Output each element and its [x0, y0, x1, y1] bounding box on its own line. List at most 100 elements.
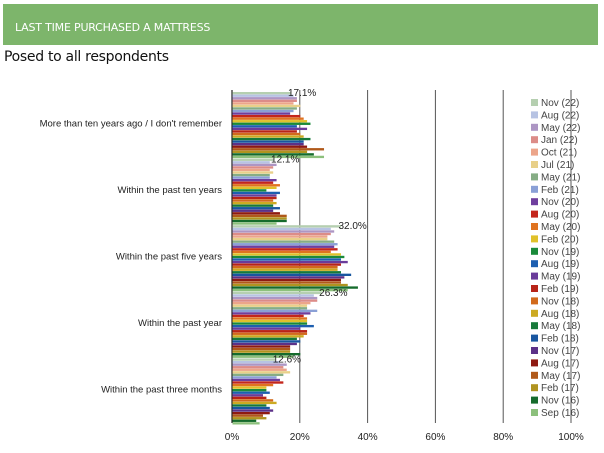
bar — [232, 168, 270, 172]
legend-swatch — [531, 371, 538, 379]
bar — [232, 137, 311, 141]
bar — [232, 222, 277, 225]
x-tick-label: 80% — [493, 432, 513, 443]
legend-swatch — [531, 334, 538, 342]
legend-label: May (18) — [541, 321, 580, 332]
data-label: 32.0% — [338, 221, 366, 232]
bar — [232, 207, 280, 210]
bar — [232, 335, 304, 338]
category-label: Within the past ten years — [117, 185, 222, 196]
bar — [232, 411, 270, 415]
bar — [232, 227, 331, 231]
legend-label: May (17) — [541, 371, 580, 382]
bar — [232, 347, 291, 351]
bar — [232, 327, 301, 330]
bar — [232, 309, 318, 312]
bar — [232, 196, 277, 200]
bar — [232, 209, 274, 212]
bar — [232, 102, 294, 105]
bar — [232, 386, 267, 389]
legend-label: Jul (21) — [541, 160, 574, 171]
bar — [232, 360, 280, 364]
bar — [232, 324, 314, 328]
bar — [232, 184, 280, 187]
bar — [232, 230, 335, 233]
bar — [232, 401, 277, 405]
bar — [232, 250, 331, 254]
bar — [232, 135, 304, 138]
legend-swatch — [531, 247, 538, 255]
legend-label: Aug (20) — [541, 210, 579, 221]
legend-label: Aug (22) — [541, 110, 579, 121]
bar — [232, 204, 274, 207]
bar — [232, 394, 264, 397]
legend-label: May (20) — [541, 222, 580, 233]
data-label: 26.3% — [319, 288, 347, 299]
legend-label: Feb (17) — [541, 383, 579, 394]
legend-label: Nov (19) — [541, 247, 579, 258]
legend-label: May (19) — [541, 272, 580, 283]
legend-swatch — [531, 409, 538, 416]
bar — [232, 122, 311, 125]
category-label: More than ten years ago / I don't rememb… — [40, 118, 222, 129]
category-label: Within the past year — [138, 318, 222, 329]
bar — [232, 219, 287, 223]
bar — [232, 104, 301, 108]
bar — [232, 378, 280, 382]
bar — [232, 294, 314, 297]
bar — [232, 330, 308, 333]
bar — [232, 283, 348, 287]
legend-swatch — [531, 396, 538, 404]
bar — [232, 120, 308, 123]
legend-label: Oct (21) — [541, 148, 577, 159]
bar — [232, 92, 291, 95]
bar — [232, 158, 274, 161]
data-label: 12.6% — [273, 354, 301, 365]
legend-swatch — [531, 223, 538, 230]
bar — [232, 417, 267, 420]
bar — [232, 245, 335, 248]
bar — [232, 145, 308, 148]
bar — [232, 358, 276, 361]
bar — [232, 161, 270, 164]
bar — [232, 112, 291, 115]
bar — [232, 342, 297, 346]
legend-swatch — [531, 285, 538, 292]
bar — [232, 271, 341, 274]
bar — [232, 396, 267, 399]
bar — [232, 114, 301, 118]
bar — [232, 217, 287, 220]
bar — [232, 107, 297, 110]
bar — [232, 143, 304, 146]
legend-swatch — [531, 272, 538, 280]
bar — [232, 399, 274, 402]
legend-swatch — [531, 173, 538, 181]
bar — [232, 355, 294, 358]
legend-label: May (22) — [541, 123, 580, 134]
bar — [232, 232, 331, 236]
legend-swatch — [531, 99, 538, 106]
legend-label: Nov (20) — [541, 197, 579, 208]
legend-label: Feb (18) — [541, 334, 579, 345]
bar — [232, 186, 277, 189]
legend-label: Nov (22) — [541, 98, 579, 109]
bar — [232, 276, 345, 279]
legend-swatch — [531, 136, 538, 144]
bar — [232, 125, 297, 128]
legend-label: Aug (18) — [541, 309, 579, 320]
bar — [232, 302, 311, 305]
data-label: 12.1% — [271, 155, 299, 166]
legend-swatch — [531, 210, 538, 218]
bar — [232, 345, 291, 348]
bar — [232, 94, 294, 97]
x-tick-label: 0% — [225, 432, 240, 443]
bar — [232, 288, 348, 292]
legend-label: Feb (20) — [541, 234, 579, 245]
bar — [232, 163, 277, 167]
legend-label: May (21) — [541, 172, 580, 183]
legend-swatch — [531, 322, 538, 330]
legend-swatch — [531, 309, 538, 317]
legend-swatch — [531, 235, 538, 243]
legend-label: Jan (22) — [541, 135, 578, 146]
legend-label: Feb (21) — [541, 185, 579, 196]
